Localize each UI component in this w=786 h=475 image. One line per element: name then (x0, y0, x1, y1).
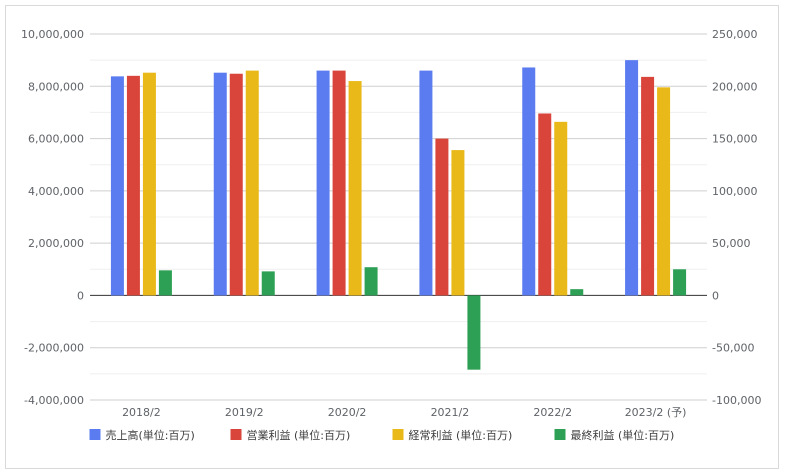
bar-chart: 10,000,000 8,000,000 6,000,000 4,000,000 2,0… (21, 28, 761, 442)
bar (554, 121, 568, 296)
bar (467, 295, 481, 370)
bar (245, 70, 259, 296)
bar (538, 113, 552, 296)
legend: 売上高(単位:百万) 営業利益 (単位:百万) 経常利益 (単位:百万) 最終利益 (… (89, 428, 675, 442)
category-label: 2019/2 (225, 406, 264, 419)
legend-item: 営業利益 (単位:百万) (230, 428, 351, 442)
right-axis-tick-label: 200,000 (712, 80, 758, 93)
right-axis-tick-label: 50,000 (712, 237, 751, 250)
bar (316, 70, 330, 296)
bar (419, 70, 433, 296)
left-axis-tick-label: -2,000,000 (24, 342, 84, 355)
bar (451, 150, 465, 296)
bar (673, 269, 687, 296)
gridlines (90, 33, 707, 401)
legend-label: 経常利益 (単位:百万) (409, 428, 513, 442)
right-axis-tick-label: 100,000 (712, 185, 758, 198)
bar (213, 72, 227, 296)
legend-label: 最終利益 (単位:百万) (571, 428, 675, 442)
left-axis-tick-label: 6,000,000 (28, 133, 84, 146)
bar (570, 289, 584, 296)
left-axis-tick-label: -4,000,000 (24, 394, 84, 407)
bar (435, 138, 449, 296)
left-axis-tick-label: 8,000,000 (28, 80, 84, 93)
bar (142, 72, 156, 296)
legend-swatch (230, 429, 242, 440)
category-label: 2018/2 (122, 406, 161, 419)
bar (522, 67, 536, 296)
right-axis-tick-label: -50,000 (712, 342, 754, 355)
bar (625, 60, 639, 296)
legend-item: 売上高(単位:百万) (89, 428, 195, 442)
left-axis-tick-label: 2,000,000 (28, 237, 84, 250)
bar (657, 87, 671, 296)
bar (229, 73, 243, 296)
legend-swatch (392, 429, 404, 440)
category-label: 2022/2 (533, 406, 572, 419)
bar (641, 76, 655, 296)
bar (126, 75, 140, 296)
legend-label: 営業利益 (単位:百万) (247, 428, 351, 442)
bar (364, 267, 378, 296)
right-axis-tick-label: 0 (712, 289, 719, 302)
category-label: 2023/2 (予) (625, 406, 687, 419)
right-axis-tick-label: 250,000 (712, 28, 758, 41)
bar (332, 70, 346, 296)
chart-container: 10,000,000 8,000,000 6,000,000 4,000,000 2,0… (5, 5, 779, 469)
legend-swatch (89, 429, 101, 440)
legend-item: 経常利益 (単位:百万) (392, 428, 513, 442)
axis-labels: 10,000,000 8,000,000 6,000,000 4,000,000 2,0… (21, 28, 761, 419)
left-axis-tick-label: 0 (77, 289, 84, 302)
right-axis-tick-label: 150,000 (712, 133, 758, 146)
left-axis-tick-label: 4,000,000 (28, 185, 84, 198)
bar (110, 76, 124, 296)
bar (158, 270, 172, 296)
category-label: 2021/2 (431, 406, 470, 419)
bar (348, 81, 362, 296)
legend-label: 売上高(単位:百万) (106, 428, 195, 442)
left-axis-tick-label: 10,000,000 (21, 28, 84, 41)
legend-item: 最終利益 (単位:百万) (554, 428, 675, 442)
category-label: 2020/2 (328, 406, 367, 419)
legend-swatch (554, 429, 566, 440)
right-axis-tick-label: -100,000 (712, 394, 761, 407)
bars (110, 60, 687, 370)
bar (261, 271, 275, 296)
